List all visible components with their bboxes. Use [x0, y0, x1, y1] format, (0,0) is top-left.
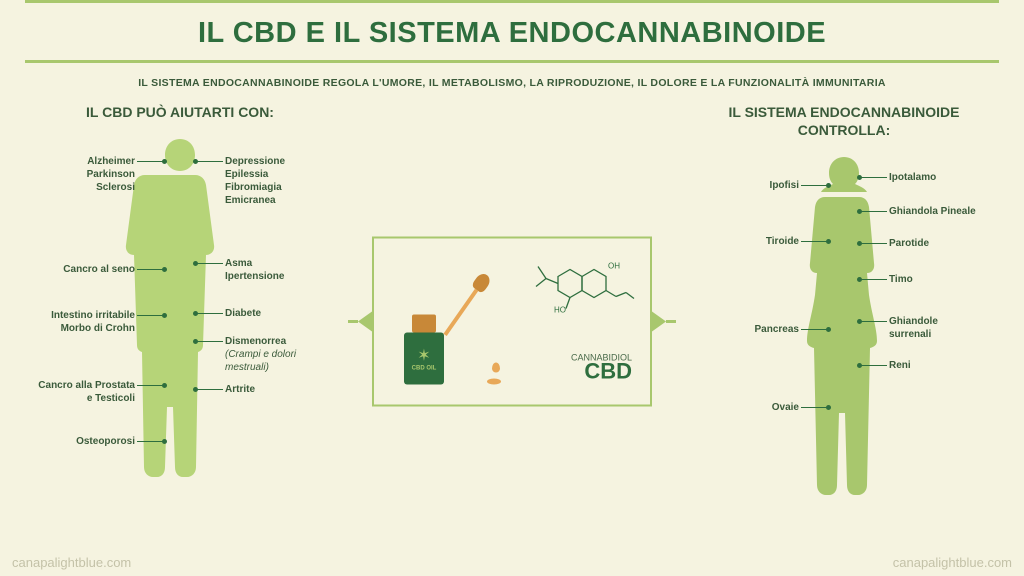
leaf-icon: ✶	[415, 346, 433, 364]
connector-line	[194, 341, 223, 342]
dropper-icon	[439, 271, 492, 339]
cbd-text: CBD	[584, 359, 632, 385]
body-label: Ghiandola Pineale	[889, 205, 999, 218]
arrow-stem-right	[666, 320, 676, 323]
connector-line	[858, 177, 887, 178]
left-column: IL CBD PUÒ AIUTARTI CON: AlzheimerParkin…	[25, 103, 335, 523]
subtitle: IL SISTEMA ENDOCANNABINOIDE REGOLA L'UMO…	[0, 63, 1024, 103]
female-silhouette	[789, 157, 899, 497]
body-label: Ipofisi	[689, 179, 799, 192]
cbd-bottle: ✶ CBD OIL	[404, 315, 444, 385]
arrow-stem-left	[348, 320, 358, 323]
right-column: IL SISTEMA ENDOCANNABINOIDE CONTROLLA: I…	[689, 103, 999, 523]
center-panel: OH HO CANNABIDIOL CBD ✶ CBD OIL	[372, 237, 652, 407]
body-label: Tiroide	[689, 235, 799, 248]
connector-line	[194, 389, 223, 390]
body-label: Parotide	[889, 237, 999, 250]
arrow-right-icon	[652, 312, 666, 332]
connector-line	[858, 279, 887, 280]
drop-icon	[492, 363, 500, 373]
body-label: Ipotalamo	[889, 171, 999, 184]
male-silhouette	[125, 139, 235, 479]
left-body-diagram: AlzheimerParkinsonSclerosi Cancro al seno…	[25, 139, 335, 499]
body-label: Dismenorrea(Crampi e dolori mestruali)	[225, 335, 335, 374]
body-label: AlzheimerParkinsonSclerosi	[25, 155, 135, 194]
svg-text:HO: HO	[554, 306, 566, 315]
body-label: Osteoporosi	[25, 435, 135, 448]
body-label: Artrite	[225, 383, 335, 396]
watermark-right: canapalightblue.com	[893, 555, 1012, 570]
body-label: Cancro alla Prostatae Testicoli	[25, 379, 135, 405]
body-label: Diabete	[225, 307, 335, 320]
left-col-title: IL CBD PUÒ AIUTARTI CON:	[25, 103, 335, 121]
right-col-title: IL SISTEMA ENDOCANNABINOIDE CONTROLLA:	[689, 103, 999, 139]
connector-line	[858, 365, 887, 366]
connector-line	[858, 321, 887, 322]
columns: IL CBD PUÒ AIUTARTI CON: AlzheimerParkin…	[0, 103, 1024, 523]
arrow-left-icon	[358, 312, 372, 332]
connector-line	[858, 243, 887, 244]
right-body-diagram: Ipofisi Tiroide Pancreas Ovaie Ipotalamo Ghia…	[689, 157, 999, 517]
body-label: Ovaie	[689, 401, 799, 414]
svg-text:OH: OH	[608, 262, 620, 271]
body-label: Pancreas	[689, 323, 799, 336]
molecule-diagram: OH HO	[518, 257, 638, 327]
body-label: DepressioneEpilessiaFibromiagiaEmicranea	[225, 155, 335, 207]
connector-line	[194, 263, 223, 264]
body-label: Ghiandolesurrenali	[889, 315, 999, 341]
body-label: Timo	[889, 273, 999, 286]
body-label: Intestino irritabileMorbo di Crohn	[25, 309, 135, 335]
connector-line	[194, 313, 223, 314]
connector-line	[858, 211, 887, 212]
main-title: IL CBD E IL SISTEMA ENDOCANNABINOIDE	[0, 3, 1024, 60]
watermark-left: canapalightblue.com	[12, 555, 131, 570]
body-label: Cancro al seno	[25, 263, 135, 276]
body-label: AsmaIpertensione	[225, 257, 335, 283]
connector-line	[194, 161, 223, 162]
drop-puddle	[487, 379, 501, 385]
body-label: Reni	[889, 359, 999, 372]
